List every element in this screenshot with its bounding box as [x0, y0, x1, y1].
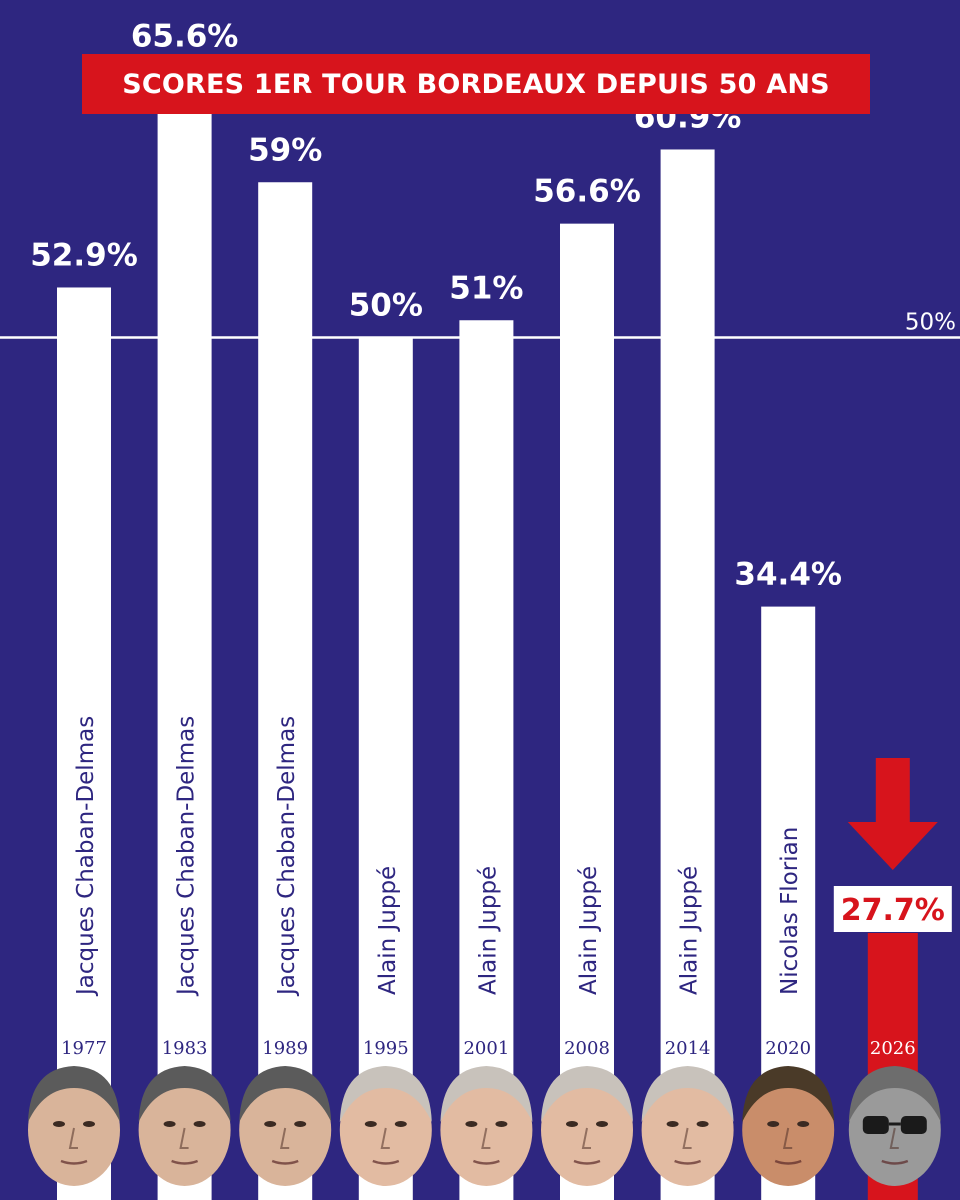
- candidate-name: Jacques Chaban-Delmas: [73, 716, 99, 997]
- bar-1983: [157, 68, 212, 1200]
- value-label: 59%: [248, 132, 322, 168]
- year-label: 1989: [262, 1038, 308, 1059]
- value-label: 56.6%: [533, 174, 641, 210]
- value-label: 52.9%: [30, 237, 138, 273]
- candidate-name: Alain Juppé: [375, 866, 401, 995]
- chaban-delmas-portrait: [138, 1066, 231, 1186]
- value-label: 51%: [449, 270, 523, 306]
- bar-2001: [459, 320, 514, 1200]
- value-label: 65.6%: [131, 18, 239, 54]
- florian-portrait: [742, 1066, 835, 1186]
- chart-title: SCORES 1ER TOUR BORDEAUX DEPUIS 50 ANS: [122, 68, 830, 100]
- bar-1989: [258, 182, 313, 1200]
- bar-2014: [660, 149, 715, 1200]
- candidate-name: Jacques Chaban-Delmas: [174, 716, 200, 997]
- juppe-portrait: [339, 1066, 432, 1186]
- candidate-name: Alain Juppé: [677, 866, 703, 995]
- value-label: 27.7%: [841, 893, 945, 928]
- glasses-man-portrait: [848, 1066, 941, 1186]
- year-label: 2020: [765, 1038, 811, 1059]
- reference-line-label: 50%: [905, 310, 956, 336]
- year-label: 1983: [162, 1038, 208, 1059]
- value-label: 34.4%: [734, 557, 842, 593]
- year-label: 1995: [363, 1038, 409, 1059]
- juppe-portrait: [440, 1066, 533, 1186]
- candidate-name: Nicolas Florian: [777, 827, 803, 995]
- highlight-value-box: [833, 886, 952, 932]
- candidate-name: Alain Juppé: [475, 866, 501, 995]
- down-arrow-icon: [847, 758, 938, 870]
- juppe-portrait: [541, 1066, 633, 1186]
- bar-2008: [560, 223, 614, 1200]
- juppe-portrait: [641, 1066, 734, 1186]
- year-label: 2008: [564, 1038, 610, 1059]
- bar-1995: [358, 337, 413, 1200]
- chaban-delmas-portrait: [239, 1066, 332, 1186]
- year-label: 2026: [870, 1038, 916, 1059]
- chaban-delmas-portrait: [28, 1066, 120, 1186]
- candidate-name: Alain Juppé: [576, 866, 602, 995]
- year-label: 2014: [665, 1038, 711, 1059]
- year-label: 1977: [61, 1038, 107, 1059]
- value-label: 50%: [349, 288, 423, 324]
- bar-1977: [57, 287, 111, 1200]
- candidate-name: Jacques Chaban-Delmas: [274, 716, 300, 997]
- chart-title-box: SCORES 1ER TOUR BORDEAUX DEPUIS 50 ANS: [82, 54, 870, 114]
- year-label: 2001: [463, 1038, 509, 1059]
